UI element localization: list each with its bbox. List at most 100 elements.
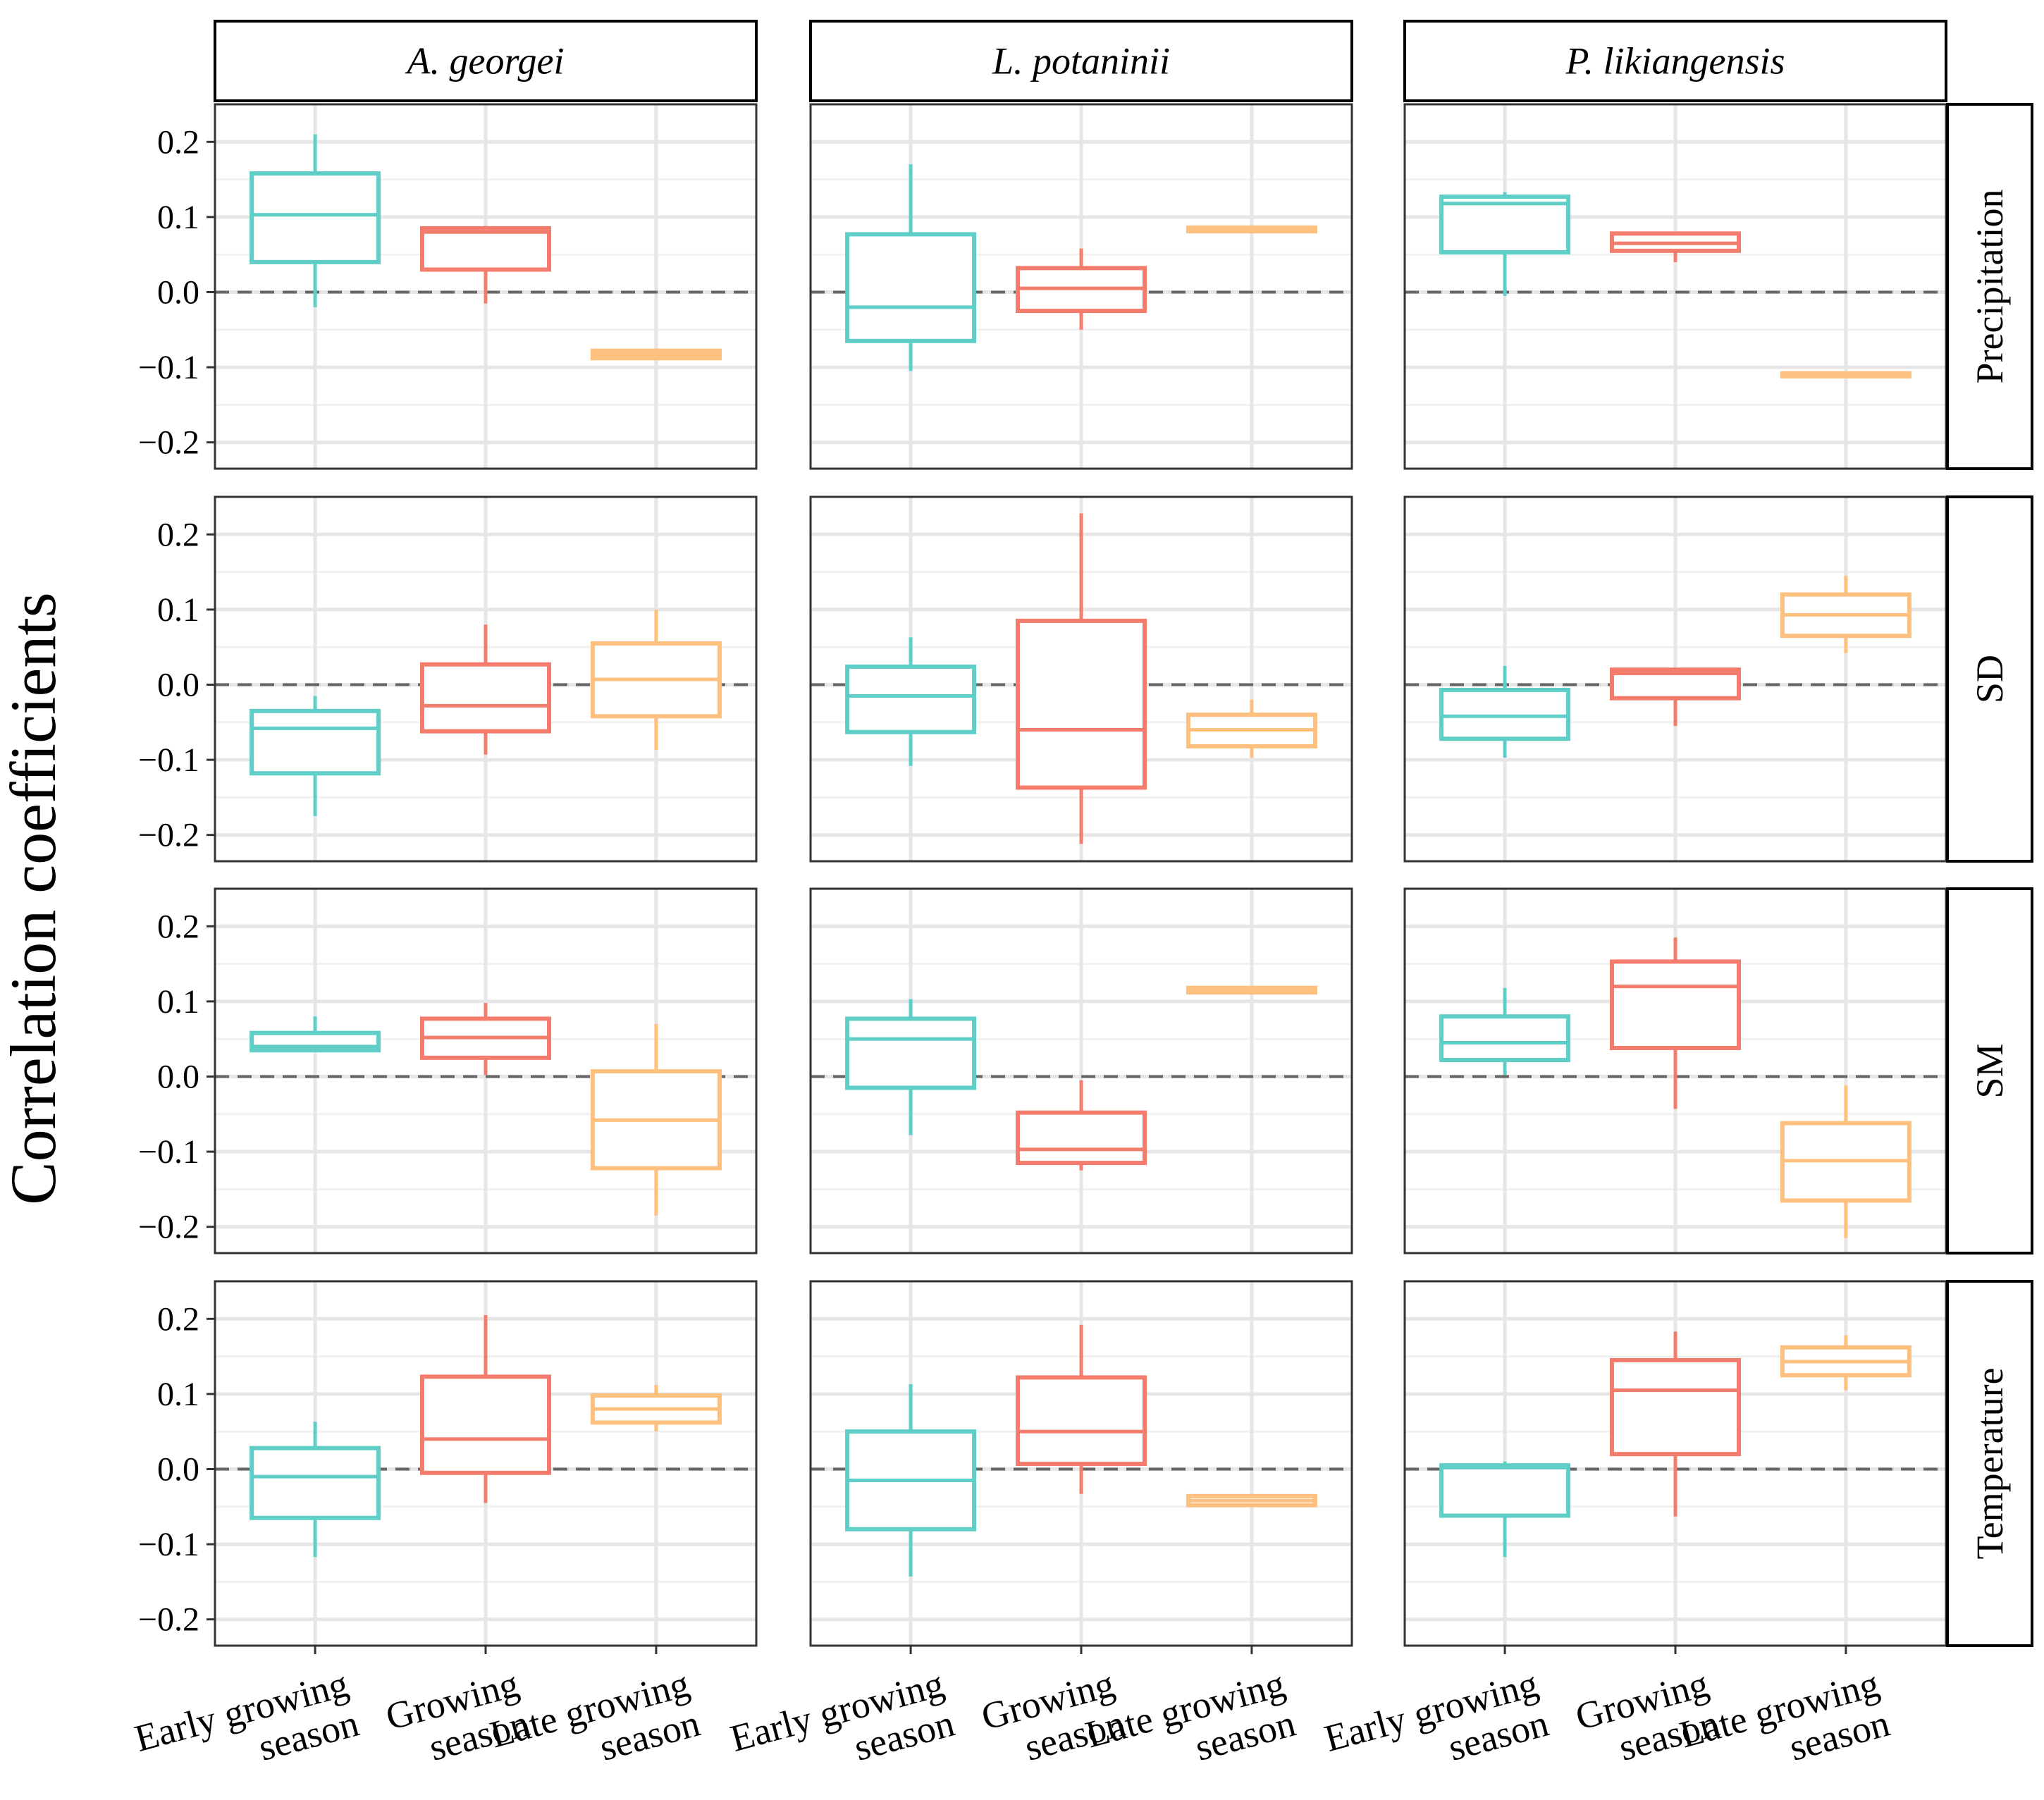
box-body [1016,1110,1147,1166]
box-body [420,226,551,272]
box-1 [420,1003,551,1075]
row-strip-box [1946,495,2033,863]
y-tick-label: 0.0 [157,1450,199,1488]
box-0 [1439,665,1571,758]
y-tick-label: −0.2 [138,1209,199,1246]
box-2 [1780,575,1911,653]
box-body [1439,1463,1571,1518]
y-tick-label: 0.1 [157,591,199,629]
box-1 [420,226,551,304]
y-tick-label: 0.2 [157,516,199,553]
box-0 [1439,1461,1571,1558]
column-strip-0: A. georgei [214,20,758,102]
row-strip-0: Precipitation [1946,103,2033,470]
box-body [1439,687,1571,741]
facet-grid: 0.2 0.1 0.0 −0.1 −0.2 Precipitation 0.2 0.1 0.0 −… [130,20,2033,1799]
panel-2-2 [1403,887,1947,1255]
y-tick-label: 0.2 [157,1300,199,1338]
box-body [250,708,381,776]
box-1 [420,624,551,755]
box-2 [1780,371,1911,378]
box-2 [590,1385,722,1432]
row-strip-2: SM [1946,887,2033,1255]
row-strip-label: Precipitation [1969,190,2011,384]
column-strip-1: L. potaninii [809,20,1353,102]
panel-0-0: 0.2 0.1 0.0 −0.1 −0.2 [138,103,758,470]
y-tick-label: 0.2 [157,123,199,161]
y-tick-label: 0.2 [157,908,199,945]
panel-border [214,495,758,863]
panel-1-2 [1403,495,1947,863]
box-0 [845,637,977,766]
box-body [1016,618,1147,790]
box-2 [1186,225,1317,234]
panel-border [214,103,758,470]
box-2 [1186,1493,1317,1508]
box-2 [1186,699,1317,758]
box-0 [845,999,977,1135]
column-strip-2: P. likiangensis [1403,20,1947,102]
panel-2-1 [809,887,1353,1255]
y-tick-label: 0.0 [157,273,199,311]
y-tick-label: 0.1 [157,983,199,1021]
panel-border [214,887,758,1255]
row-strip-box [1946,1280,2033,1647]
column-strip-label: L. potaninii [992,40,1170,82]
y-tick-label: −0.2 [138,1601,199,1639]
panel-0-1 [809,103,1353,470]
x-tick-label: Late growingseason [1675,1663,1894,1796]
box-0 [1439,192,1571,296]
box-body [1439,1014,1571,1063]
box-body [1610,1357,1741,1457]
box-body [420,662,551,734]
y-tick-label: −0.1 [138,1133,199,1171]
box-1 [1016,1080,1147,1171]
y-tick-label: 0.0 [157,666,199,703]
y-axis-label: Correlation coefficients [0,592,69,1204]
row-strip-label: SM [1969,1043,2011,1098]
box-0 [250,1016,381,1053]
box-body [845,664,977,734]
row-strip-box [1946,103,2033,470]
row-strip-box [1946,887,2033,1255]
y-tick-label: 0.1 [157,199,199,236]
box-0 [250,696,381,817]
box-2 [1780,1085,1911,1238]
x-tick-label: Late growingseason [486,1663,704,1796]
box-2 [1186,985,1317,995]
y-tick-label: −0.2 [138,424,199,462]
x-tick-label: Late growingseason [1081,1663,1300,1796]
box-body [1016,1375,1147,1467]
box-0 [250,1422,381,1558]
column-strip-label: P. likiangensis [1565,40,1785,82]
column-strip-box [214,20,758,102]
box-1 [1016,1324,1147,1494]
box-body [845,1016,977,1090]
box-body [250,1445,381,1520]
y-tick-label: −0.2 [138,817,199,854]
panel-border [809,887,1353,1255]
box-1 [1016,248,1147,330]
box-1 [1610,231,1741,262]
column-strip-label: A. georgei [405,40,565,82]
x-tick-label: Early growingseason [130,1663,363,1799]
box-2 [590,1023,722,1216]
box-0 [845,164,977,371]
row-strip-1: SD [1946,495,2033,863]
box-body [1439,195,1571,254]
box-1 [1016,513,1147,844]
box-1 [420,1314,551,1503]
panel-0-2 [1403,103,1947,470]
box-body [250,171,381,264]
y-tick-label: 0.1 [157,1376,199,1413]
row-strip-3: Temperature [1946,1280,2033,1647]
box-1 [1610,1331,1741,1517]
row-strip-label: Temperature [1969,1367,2011,1559]
box-body [420,1374,551,1475]
box-2 [590,348,722,361]
column-strip-box [809,20,1353,102]
